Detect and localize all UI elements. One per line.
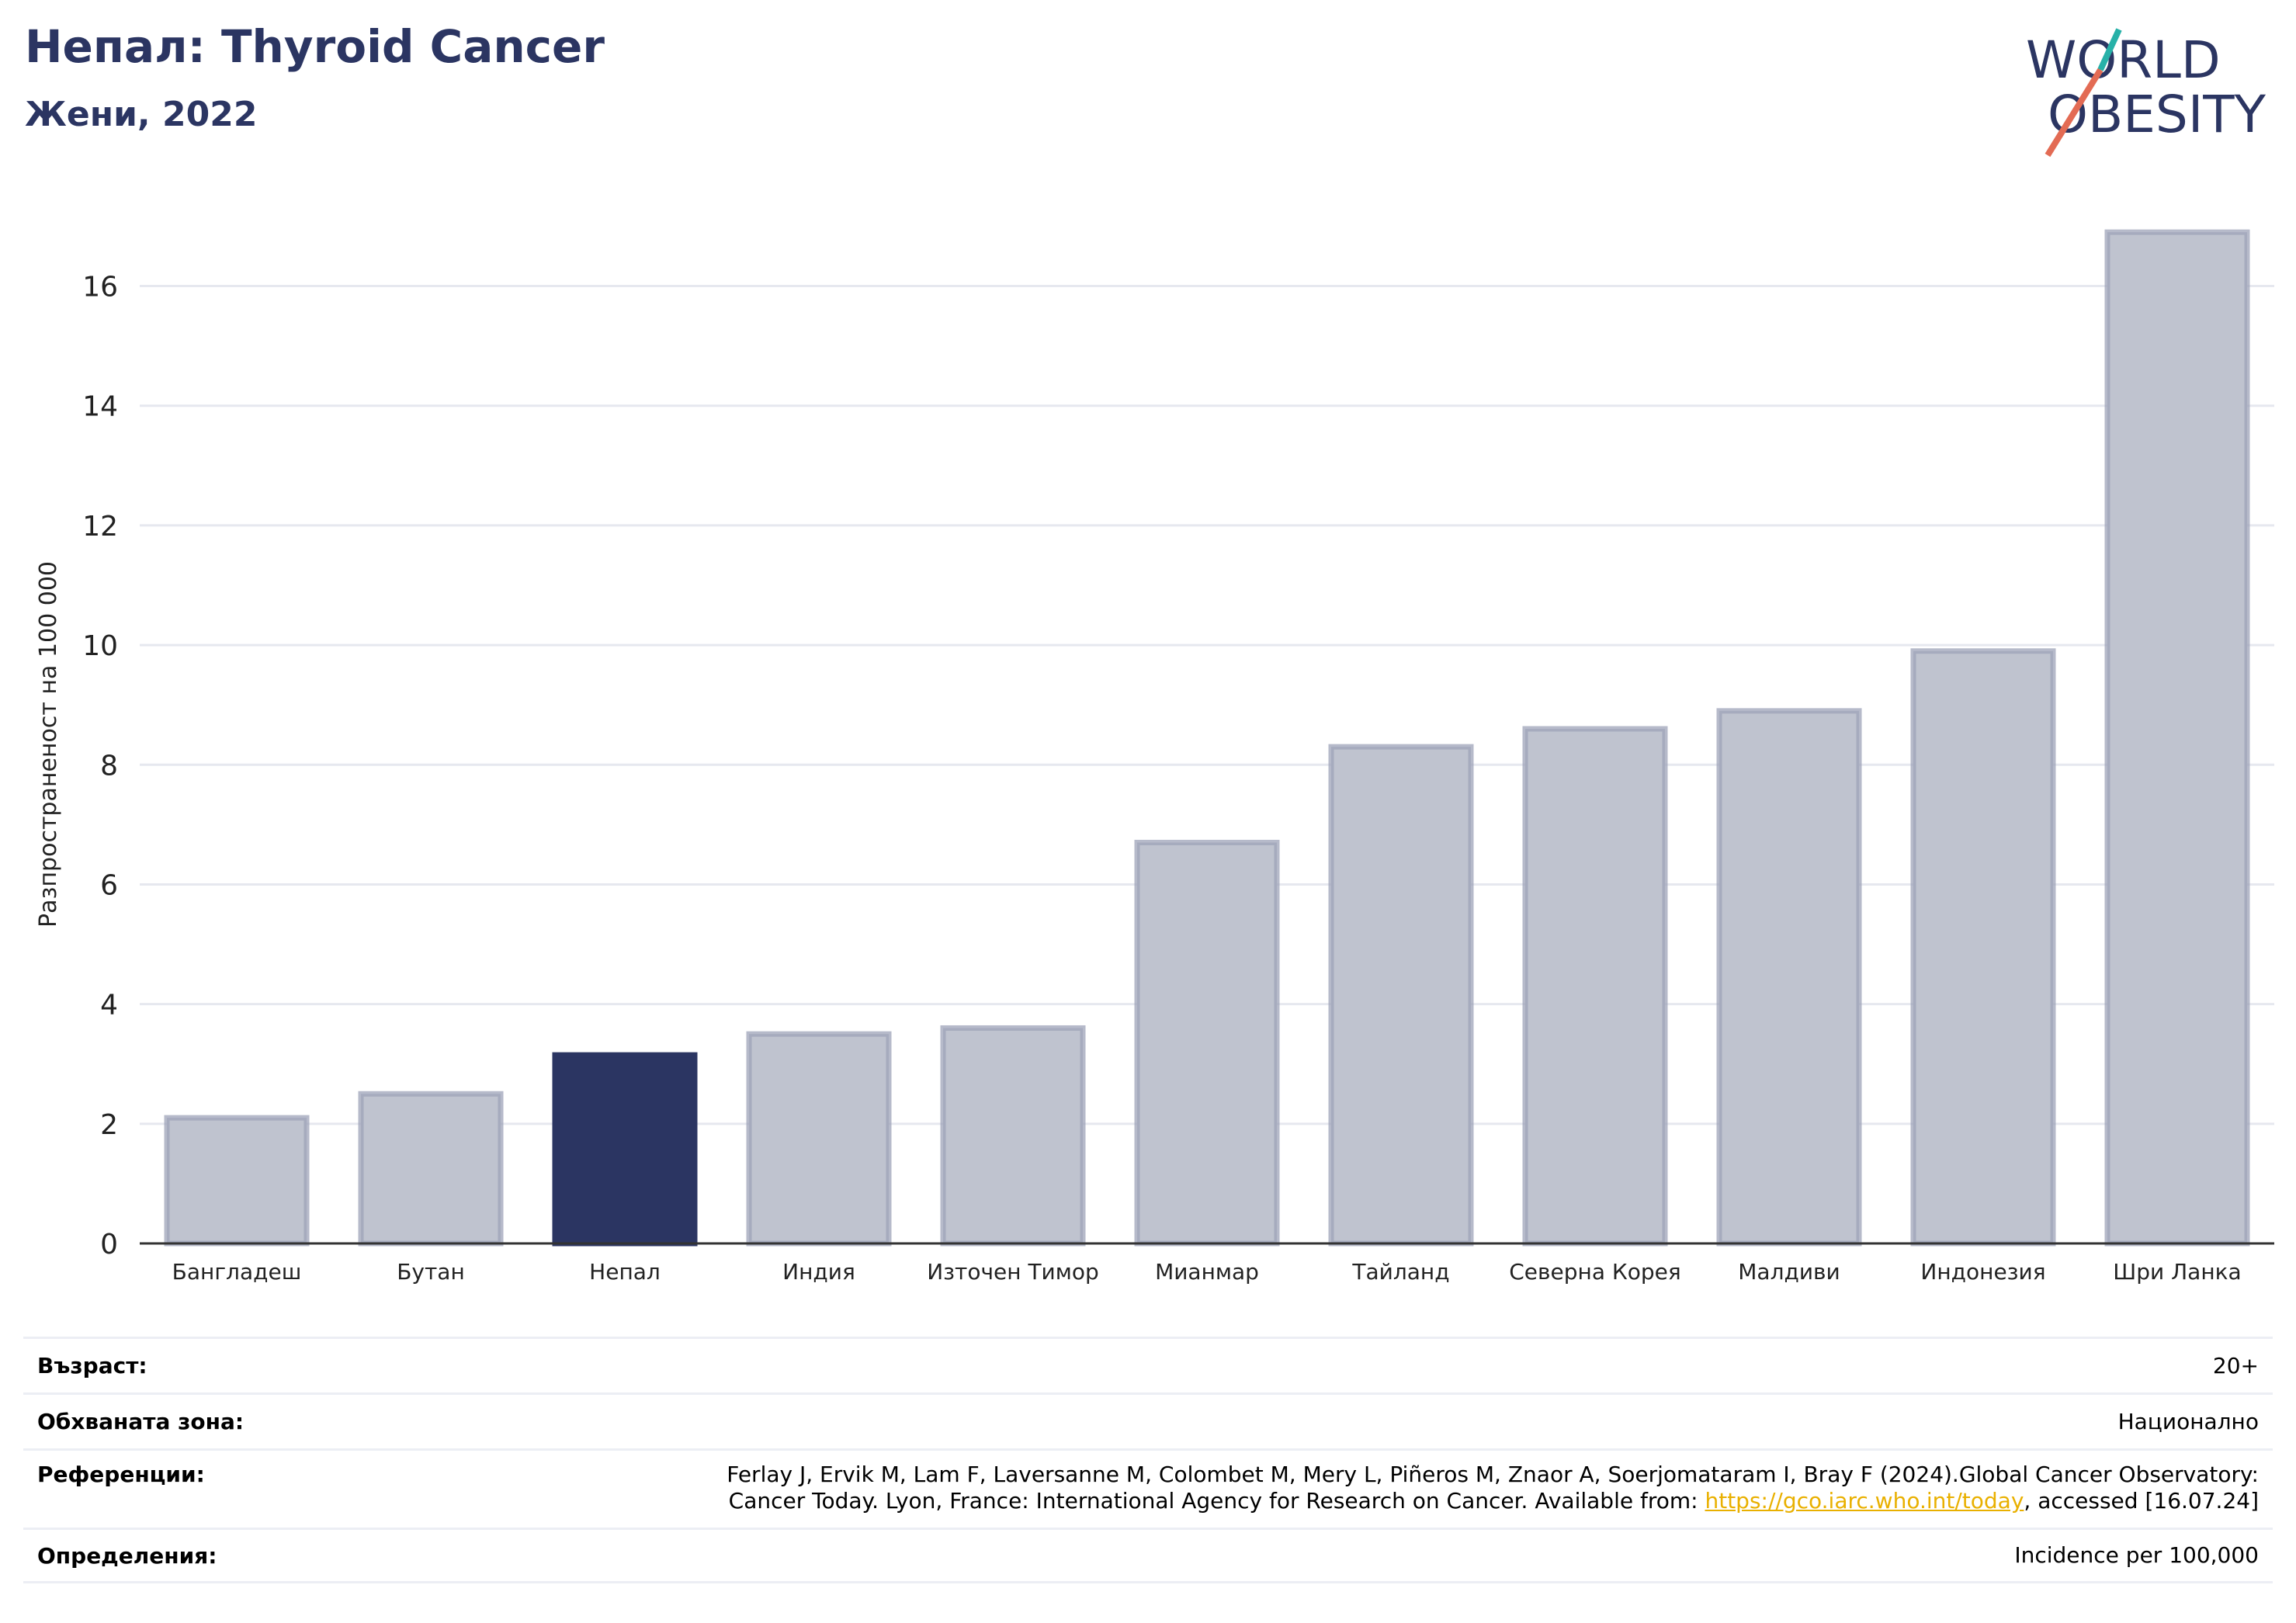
refs-line2-pre: Cancer Today. Lyon, France: Internationa… xyxy=(728,1488,1705,1514)
refs-value: Ferlay J, Ervik M, Lam F, Laversanne M, … xyxy=(727,1462,2259,1528)
y-tick-label: 4 xyxy=(100,990,118,1021)
x-tick-label: Шри Ланка xyxy=(2113,1259,2241,1285)
bar xyxy=(358,1091,504,1247)
info-row-definitions: Определения: Incidence per 100,000 xyxy=(23,1528,2273,1583)
bar xyxy=(2104,229,2250,1247)
x-tick-label: Северна Корея xyxy=(1509,1259,1681,1285)
bar xyxy=(1910,648,2056,1247)
logo-slash-teal xyxy=(2097,28,2122,71)
x-tick-label: Индонезия xyxy=(1920,1259,2045,1285)
chart-title: Непал: Thyroid Cancer xyxy=(25,20,605,73)
info-row-area: Обхваната зона: Национално xyxy=(23,1392,2273,1448)
x-tick-label: Източен Тимор xyxy=(927,1259,1099,1285)
y-tick-label: 12 xyxy=(82,511,118,543)
refs-line1: Ferlay J, Ervik M, Lam F, Laversanne M, … xyxy=(727,1462,2259,1487)
y-tick-label: 14 xyxy=(82,391,118,423)
refs-line2-post: , accessed [16.07.24] xyxy=(2024,1488,2259,1514)
area-value: Национално xyxy=(2117,1408,2259,1434)
logo-line1: WORLD xyxy=(2026,30,2221,90)
x-tick-label: Малдиви xyxy=(1738,1259,1840,1285)
bar xyxy=(552,1052,698,1247)
x-tick-label: Тайланд xyxy=(1351,1259,1449,1285)
info-row-references: Референции: Ferlay J, Ervik M, Lam F, La… xyxy=(23,1448,2273,1528)
y-tick-label: 6 xyxy=(100,869,118,901)
x-tick-label: Непал xyxy=(589,1259,661,1285)
bar xyxy=(1716,708,1862,1247)
bar xyxy=(1328,744,1474,1247)
x-tick-label: Бангладеш xyxy=(172,1259,302,1285)
area-label: Обхваната зона: xyxy=(37,1409,245,1434)
x-tick-label: Индия xyxy=(782,1259,855,1285)
logo-slash-red xyxy=(2045,68,2104,158)
age-label: Възраст: xyxy=(37,1353,147,1379)
y-tick-label: 10 xyxy=(82,630,118,662)
y-tick-label: 8 xyxy=(100,750,118,782)
bar xyxy=(940,1025,1086,1247)
info-row-age: Възраст: 20+ xyxy=(23,1337,2273,1392)
world-obesity-logo: WORLD OBESITY xyxy=(2026,28,2267,158)
def-value: Incidence per 100,000 xyxy=(2014,1542,2259,1568)
refs-label: Референции: xyxy=(37,1462,205,1487)
age-value: 20+ xyxy=(2212,1352,2259,1379)
bar xyxy=(1522,726,1668,1247)
y-axis-label: Разпространеност на 100 000 xyxy=(35,561,62,928)
bar xyxy=(1134,839,1280,1247)
y-tick-label: 2 xyxy=(100,1109,118,1141)
refs-link[interactable]: https://gco.iarc.who.int/today xyxy=(1705,1488,2024,1514)
x-tick-label: Мианмар xyxy=(1155,1259,1259,1285)
bar-chart: 0 2 4 6 8 10 12 14 16 Разпространеност на 100 000… xyxy=(35,229,2274,1285)
chart-subtitle: Жени, 2022 xyxy=(25,95,258,134)
y-tick-label: 16 xyxy=(82,272,118,303)
x-tick-label: Бутан xyxy=(397,1259,465,1285)
bar xyxy=(164,1115,310,1247)
info-table: Възраст: 20+ Обхваната зона: Национално … xyxy=(23,1337,2273,1583)
y-tick-label: 0 xyxy=(100,1229,118,1261)
bar xyxy=(746,1031,892,1247)
def-label: Определения: xyxy=(37,1542,217,1569)
